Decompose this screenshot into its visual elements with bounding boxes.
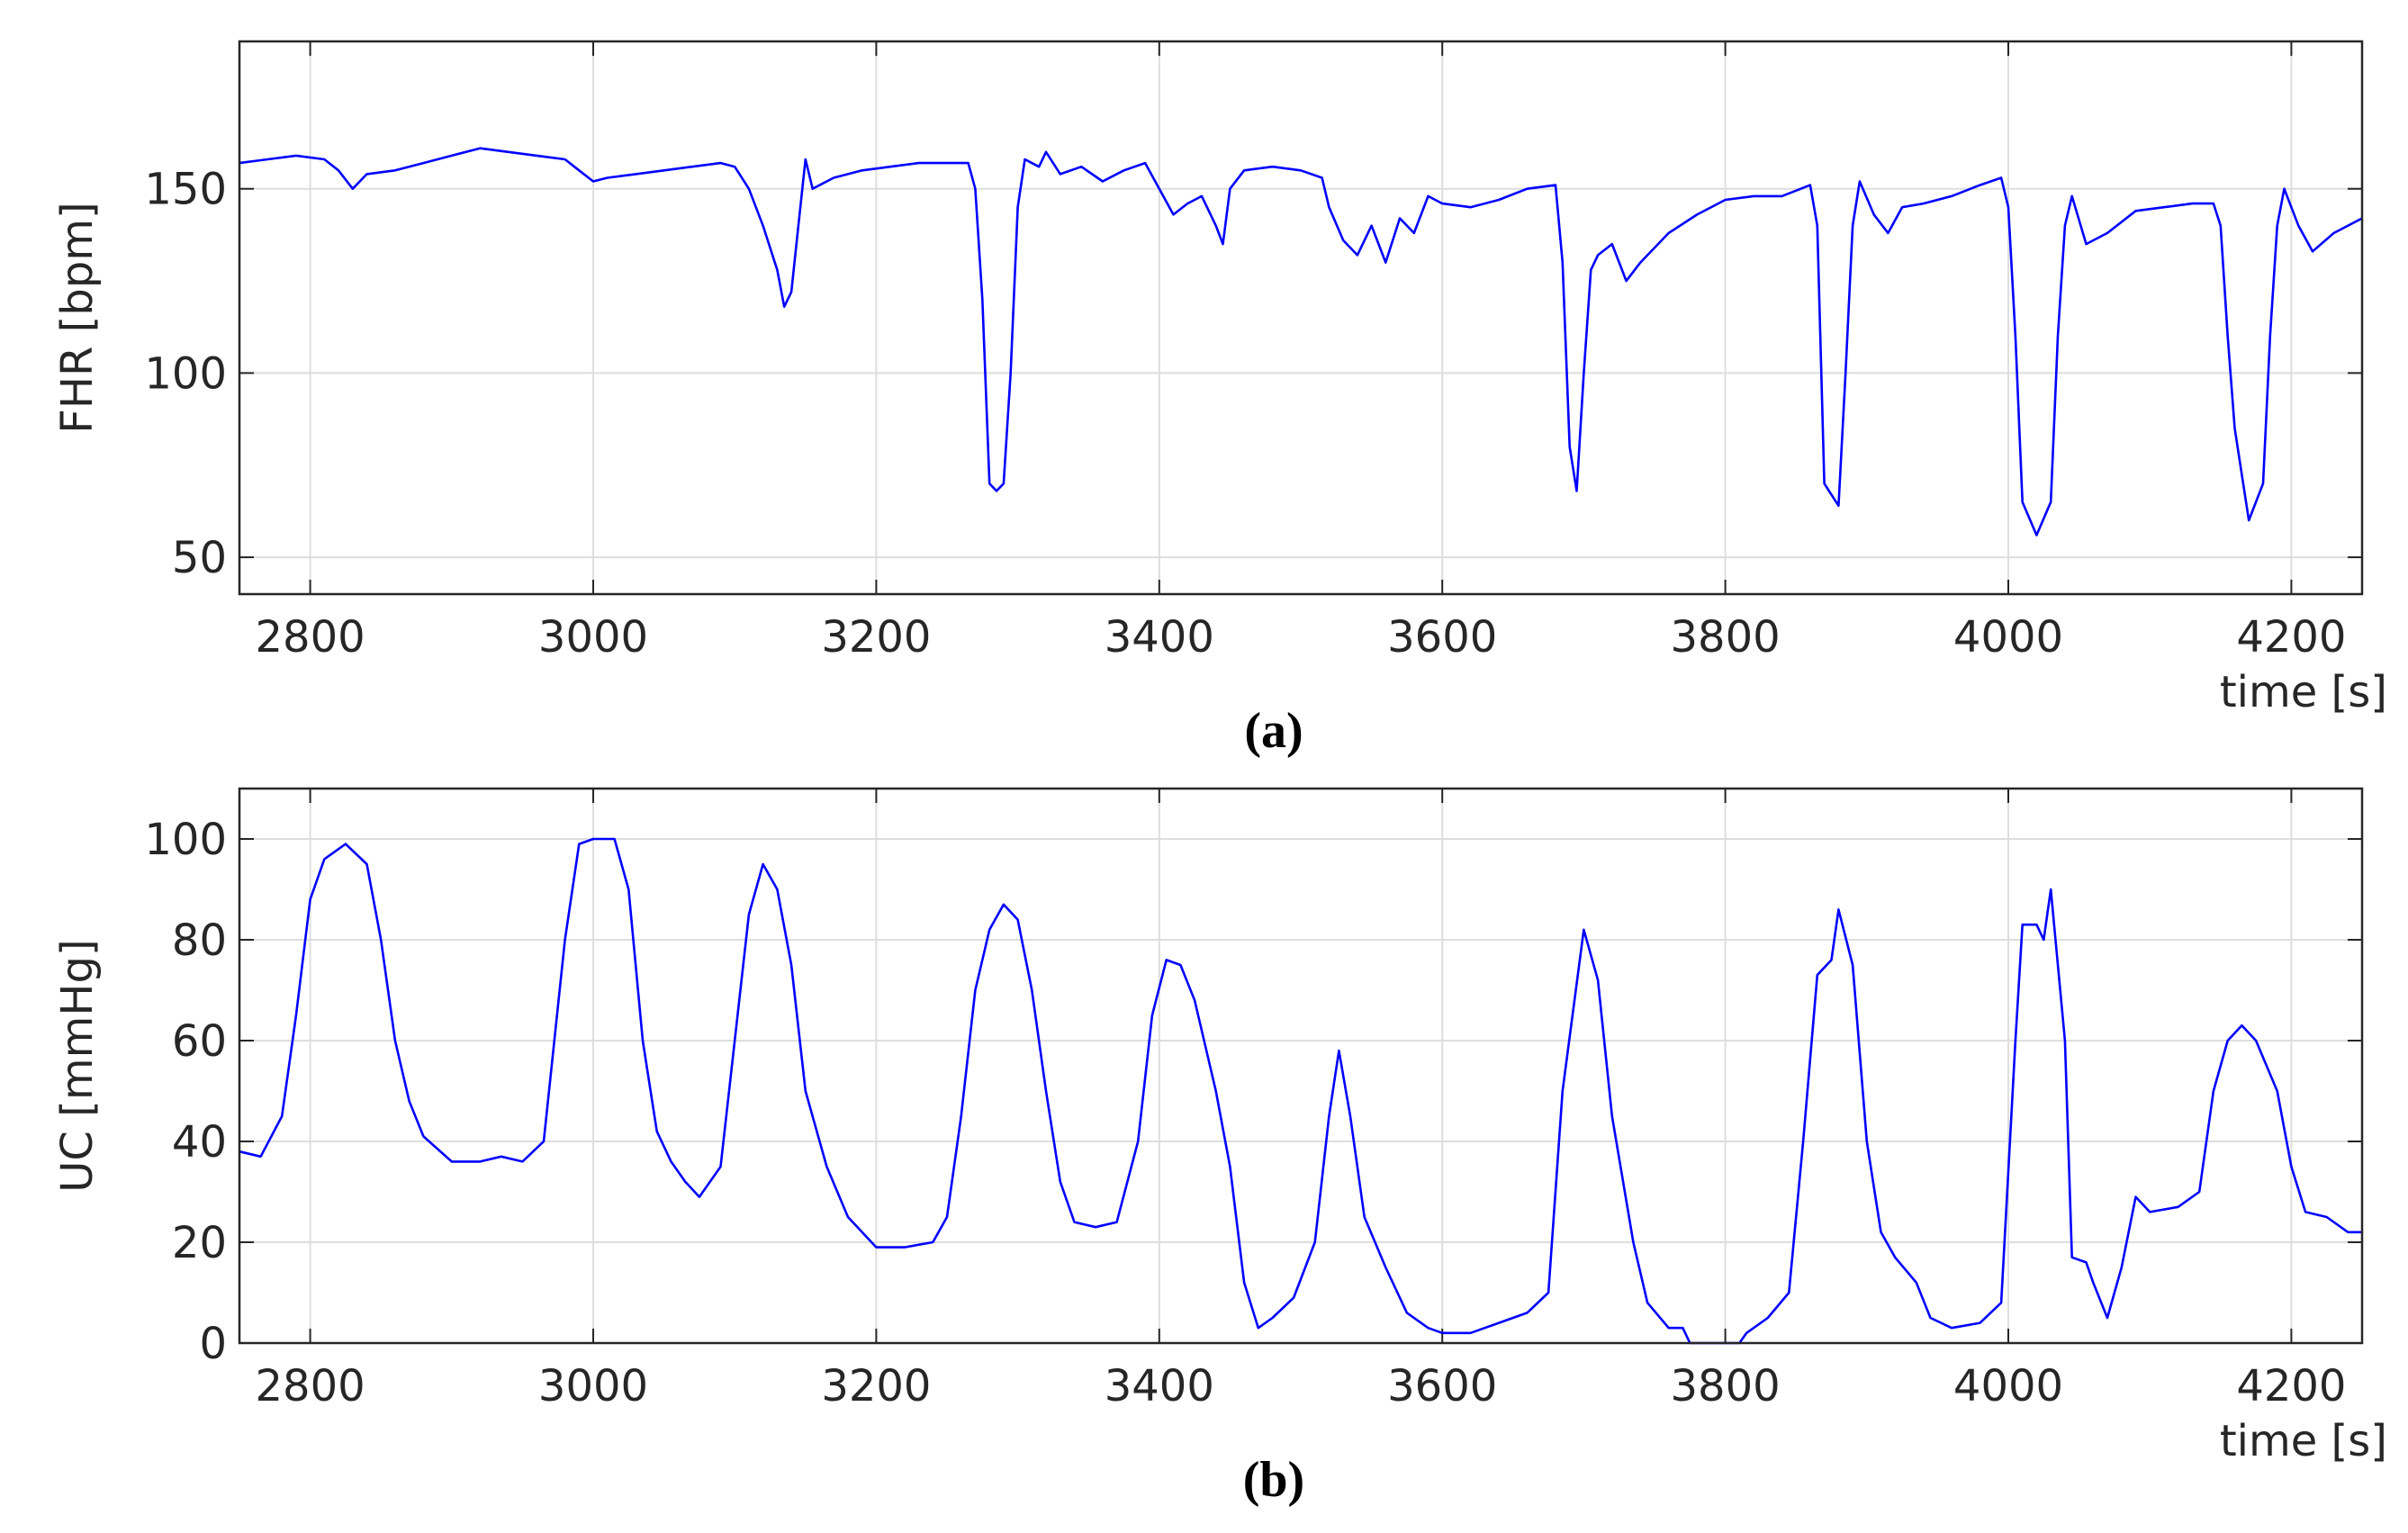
x-tick-label: 3200 (821, 612, 931, 663)
x-tick-label: 4000 (1953, 1361, 2063, 1411)
y-tick-label: 100 (144, 815, 227, 865)
y-tick-label: 40 (172, 1117, 227, 1168)
x-tick-label: 3000 (538, 612, 648, 663)
x-tick-label: 3400 (1105, 1361, 1214, 1411)
x-tick-label: 3600 (1387, 612, 1497, 663)
x-tick-label: 4200 (2236, 612, 2346, 663)
y-tick-label: 80 (172, 915, 227, 966)
y-tick-label: 20 (172, 1218, 227, 1268)
x-tick-label: 3200 (821, 1361, 931, 1411)
x-tick-label: 2800 (256, 612, 365, 663)
x-tick-label: 3800 (1671, 1361, 1781, 1411)
y-tick-label: 60 (172, 1016, 227, 1067)
caption: (a) (1244, 703, 1303, 759)
y-tick-label: 150 (144, 165, 227, 215)
y-axis-label: UC [mmHg] (52, 939, 103, 1192)
y-axis-label: FHR [bpm] (52, 202, 103, 433)
x-axis-label: time [s] (2220, 1416, 2387, 1466)
x-tick-label: 3800 (1671, 612, 1781, 663)
x-tick-label: 4000 (1953, 612, 2063, 663)
x-tick-label: 4200 (2236, 1361, 2346, 1411)
axes-box (238, 787, 2364, 1345)
caption: (b) (1243, 1452, 1304, 1508)
y-tick-label: 50 (172, 533, 227, 583)
x-tick-label: 3000 (538, 1361, 648, 1411)
y-tick-label: 100 (144, 348, 227, 399)
data-line (239, 147, 2363, 537)
x-tick-label: 3400 (1105, 612, 1214, 663)
axes-box (238, 40, 2364, 596)
x-axis-label: time [s] (2220, 667, 2387, 717)
x-tick-label: 3600 (1387, 1361, 1497, 1411)
y-tick-label: 0 (199, 1319, 227, 1369)
data-line (239, 837, 2362, 1345)
x-tick-label: 2800 (256, 1361, 365, 1411)
